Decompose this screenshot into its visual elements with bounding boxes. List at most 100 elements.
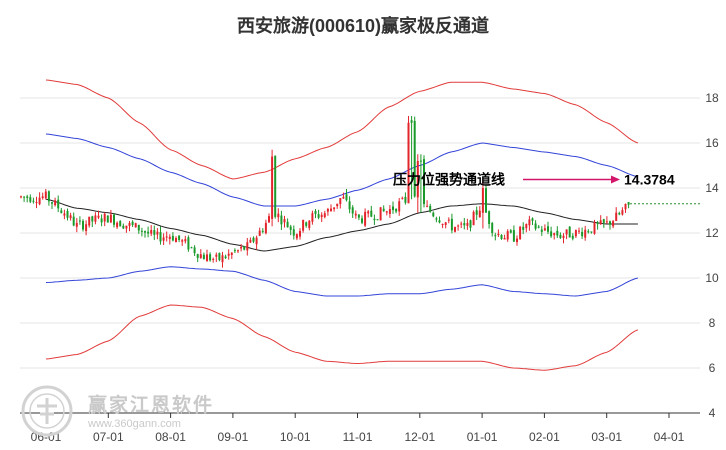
candle-down bbox=[292, 229, 295, 236]
candle-down bbox=[233, 250, 236, 252]
candle-down bbox=[51, 202, 53, 204]
candle-down bbox=[224, 256, 227, 259]
candle-up bbox=[336, 203, 339, 207]
candle-up bbox=[54, 200, 57, 206]
candle-down bbox=[531, 218, 534, 221]
candle-down bbox=[547, 226, 549, 232]
candle-up bbox=[584, 229, 587, 238]
y-tick-label: 14 bbox=[705, 181, 719, 195]
candle-down bbox=[382, 208, 385, 212]
annotation-value: 14.3784 bbox=[624, 171, 675, 187]
annotations: 压力位强势通道线 14.3784 bbox=[393, 171, 700, 205]
candle-up bbox=[308, 220, 311, 229]
x-tick-label: 10-01 bbox=[280, 430, 311, 444]
candle-down bbox=[537, 226, 540, 228]
candle-down bbox=[106, 215, 109, 223]
candle-up bbox=[503, 237, 506, 240]
candle-up bbox=[367, 211, 370, 214]
candle-down bbox=[423, 159, 425, 205]
candle-up bbox=[302, 220, 305, 231]
candle-up bbox=[63, 213, 66, 216]
y-axis-ticks: 18 16 14 12 10 8 6 4 bbox=[705, 91, 719, 420]
candle-up bbox=[168, 236, 171, 239]
candle-up bbox=[20, 196, 22, 198]
candle-up bbox=[258, 230, 261, 236]
candle-down bbox=[602, 219, 605, 223]
candle-down bbox=[305, 222, 308, 226]
x-tick-label: 12-01 bbox=[404, 430, 435, 444]
candle-down bbox=[609, 221, 611, 225]
candle-up bbox=[447, 219, 450, 221]
candle-up bbox=[385, 211, 388, 213]
candle-up bbox=[295, 234, 298, 239]
candle-up bbox=[624, 203, 627, 210]
candle-up bbox=[593, 222, 596, 234]
candle-down bbox=[435, 218, 438, 220]
candle-down bbox=[494, 235, 497, 237]
candle-up bbox=[466, 222, 469, 226]
candle-up bbox=[240, 246, 243, 249]
candle-up bbox=[88, 216, 91, 226]
candle-down bbox=[29, 197, 32, 202]
candle-up bbox=[426, 205, 429, 207]
candle-up bbox=[134, 223, 137, 228]
candle-up bbox=[85, 224, 88, 232]
candle-up bbox=[457, 225, 460, 227]
candle-down bbox=[159, 231, 162, 242]
candle-up bbox=[156, 231, 159, 235]
y-tick-label: 18 bbox=[705, 91, 719, 105]
candle-up bbox=[215, 254, 218, 257]
candle-down bbox=[57, 199, 60, 209]
x-tick-label: 02-01 bbox=[529, 430, 560, 444]
candle-up bbox=[416, 161, 419, 198]
channel-bands bbox=[45, 79, 639, 371]
candle-down bbox=[469, 220, 472, 228]
candle-up bbox=[97, 215, 100, 218]
candle-up bbox=[299, 230, 301, 237]
candle-up bbox=[364, 211, 367, 226]
middle-black-line bbox=[45, 198, 638, 252]
y-tick-label: 4 bbox=[709, 406, 716, 420]
candle-down bbox=[361, 218, 363, 223]
candle-down bbox=[556, 230, 559, 236]
candle-down bbox=[587, 231, 590, 233]
candle-up bbox=[181, 240, 184, 242]
candle-down bbox=[618, 213, 621, 215]
candle-down bbox=[485, 188, 487, 213]
candle-up bbox=[165, 236, 168, 238]
candle-up bbox=[199, 254, 202, 259]
candle-down bbox=[317, 214, 320, 218]
candle-up bbox=[230, 252, 233, 255]
candle-down bbox=[153, 230, 156, 235]
candle-down bbox=[413, 120, 416, 197]
candle-up bbox=[249, 239, 252, 243]
candle-down bbox=[432, 212, 435, 217]
x-tick-label: 08-01 bbox=[155, 430, 186, 444]
candle-down bbox=[119, 221, 122, 227]
candle-down bbox=[72, 216, 75, 226]
annotation-arrowhead-icon bbox=[611, 175, 620, 184]
candle-up bbox=[44, 191, 47, 199]
candle-up bbox=[519, 226, 522, 239]
candle-down bbox=[488, 211, 491, 225]
candle-up bbox=[125, 225, 128, 229]
candle-up bbox=[277, 213, 280, 218]
candle-up bbox=[268, 216, 270, 223]
x-tick-label: 11-01 bbox=[343, 430, 373, 444]
candle-down bbox=[243, 246, 246, 250]
candle-down bbox=[500, 234, 503, 239]
candle-down bbox=[202, 254, 205, 260]
candle-down bbox=[60, 210, 63, 213]
candle-up bbox=[478, 210, 481, 218]
candle-down bbox=[429, 205, 432, 212]
candle-up bbox=[227, 253, 230, 256]
candle-down bbox=[571, 235, 574, 239]
candle-down bbox=[131, 221, 134, 225]
candle-down bbox=[137, 224, 140, 231]
candle-up bbox=[339, 198, 342, 205]
candle-up bbox=[621, 210, 624, 215]
candle-down bbox=[280, 215, 283, 225]
candle-down bbox=[100, 218, 103, 223]
candle-down bbox=[596, 222, 599, 225]
